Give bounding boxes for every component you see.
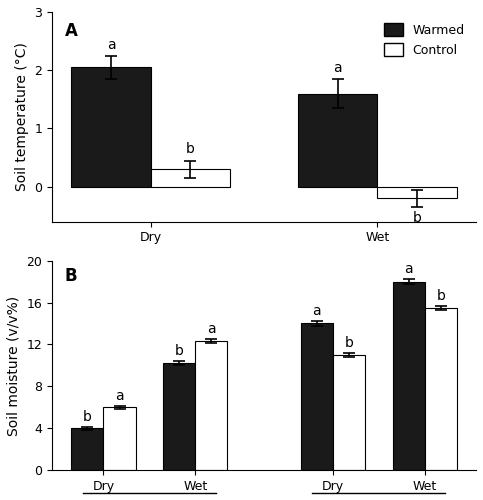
Bar — [393, 282, 425, 470]
Legend: Warmed, Control: Warmed, Control — [379, 18, 470, 62]
Text: b: b — [186, 142, 195, 156]
Text: b: b — [436, 288, 445, 302]
Text: a: a — [115, 388, 124, 402]
Bar — [298, 94, 377, 187]
Bar — [71, 68, 151, 187]
Y-axis label: Soil temperature (°C): Soil temperature (°C) — [15, 42, 29, 192]
Y-axis label: Soil moisture (v/v%): Soil moisture (v/v%) — [7, 296, 21, 436]
Bar — [163, 364, 195, 470]
Text: a: a — [404, 262, 413, 276]
Text: b: b — [175, 344, 184, 358]
Bar — [333, 355, 365, 470]
Bar — [195, 342, 227, 470]
Bar — [301, 324, 333, 470]
Text: B: B — [65, 267, 77, 285]
Text: b: b — [83, 410, 92, 424]
Bar — [425, 308, 457, 470]
Bar — [103, 408, 136, 470]
Bar — [71, 428, 103, 470]
Text: a: a — [107, 38, 115, 52]
Bar — [377, 187, 457, 198]
Text: a: a — [207, 322, 215, 336]
Text: A: A — [65, 22, 78, 40]
Text: b: b — [344, 336, 354, 349]
Bar — [151, 170, 230, 187]
Text: b: b — [412, 211, 422, 225]
Text: a: a — [313, 304, 321, 318]
Text: a: a — [333, 61, 342, 75]
